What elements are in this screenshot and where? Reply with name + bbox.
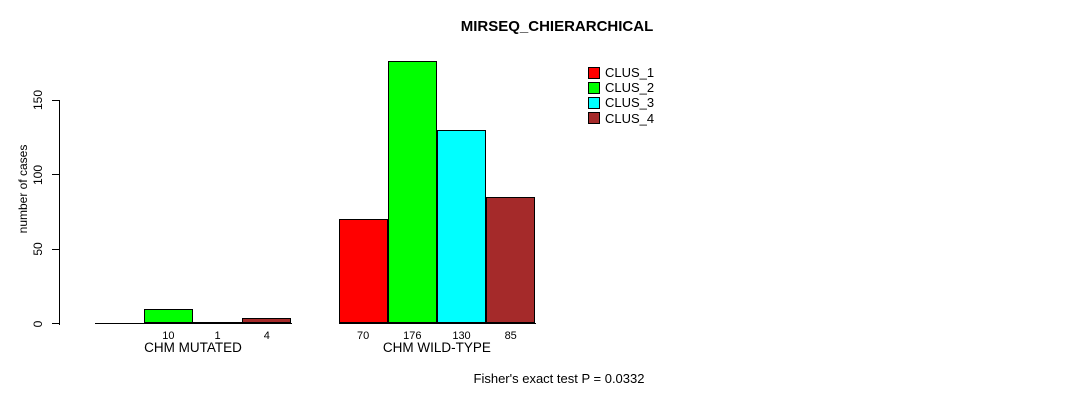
legend-color-swatch — [588, 96, 600, 109]
bar-value-label: 176 — [403, 329, 422, 342]
y-tick-label: 150 — [31, 89, 45, 111]
y-axis-line — [59, 100, 60, 325]
bar-value-label: 130 — [452, 329, 471, 342]
y-tick — [52, 99, 59, 101]
bar-value-label: 1 — [214, 329, 221, 342]
legend-label: CLUS_2 — [605, 80, 655, 96]
group-baseline — [338, 322, 537, 324]
chart-title: MIRSEQ_CHIERARCHICAL — [460, 18, 654, 35]
statistical-test-annotation: Fisher's exact test P = 0.0332 — [473, 371, 645, 386]
legend: CLUS_1 CLUS_2 CLUS_3 CLUS_4 — [588, 65, 654, 126]
bar — [486, 196, 536, 324]
y-tick-label: 100 — [31, 164, 45, 185]
group-baseline — [94, 322, 293, 324]
y-tick-label: 50 — [31, 242, 45, 256]
bar — [387, 61, 437, 324]
legend-label: CLUS_4 — [605, 110, 655, 126]
bar — [436, 129, 487, 324]
bar-value-label: 70 — [356, 329, 370, 342]
y-tick — [52, 248, 59, 250]
bar — [338, 219, 388, 324]
legend-item: CLUS_2 — [588, 80, 654, 95]
legend-item: CLUS_1 — [588, 65, 654, 80]
y-tick — [52, 323, 59, 324]
legend-color-swatch — [588, 66, 600, 79]
y-tick-label: 0 — [31, 320, 45, 327]
bar-value-label: 4 — [263, 329, 270, 342]
legend-label: CLUS_3 — [605, 95, 655, 111]
y-tick — [52, 174, 59, 175]
bar-value-label: 85 — [504, 329, 517, 342]
legend-item: CLUS_4 — [588, 111, 654, 126]
legend-item: CLUS_3 — [588, 95, 654, 110]
bar — [143, 308, 193, 324]
legend-label: CLUS_1 — [605, 65, 655, 81]
bar-value-label: 10 — [162, 329, 175, 342]
legend-color-swatch — [588, 81, 600, 94]
group-label: CHM WILD-TYPE — [382, 340, 491, 355]
group-label: CHM MUTATED — [144, 340, 242, 355]
legend-color-swatch — [588, 112, 600, 125]
